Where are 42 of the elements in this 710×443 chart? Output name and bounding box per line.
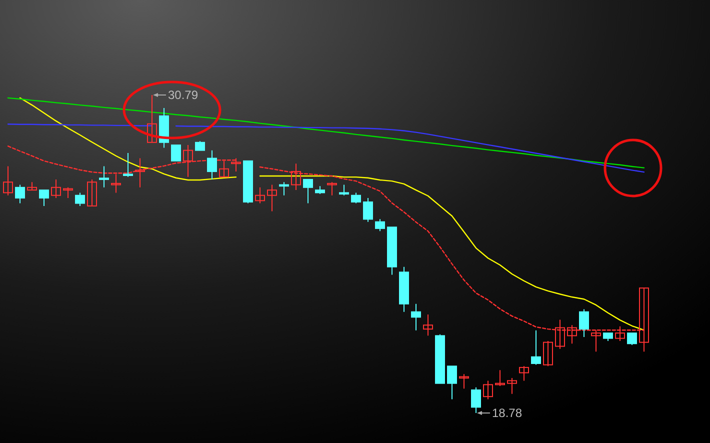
candlestick <box>423 314 433 336</box>
candlestick <box>195 140 205 151</box>
candlestick <box>99 166 109 188</box>
candlestick <box>327 182 337 196</box>
candlestick <box>3 166 13 196</box>
candlestick <box>363 198 373 222</box>
candlestick <box>267 184 277 212</box>
candlestick <box>507 378 517 394</box>
candlestick <box>87 178 97 206</box>
candlestick <box>147 94 157 143</box>
candlestick <box>303 178 313 204</box>
candlestick <box>51 178 61 198</box>
candlestick <box>63 186 73 198</box>
candlestick <box>339 184 349 196</box>
candlestick <box>627 332 637 346</box>
candlestick <box>543 340 553 367</box>
candlestick <box>15 184 25 204</box>
candlestick <box>375 218 385 232</box>
candlestick <box>291 163 301 191</box>
candlestick <box>279 182 289 196</box>
candlestick <box>207 150 217 180</box>
candlestick <box>495 370 505 386</box>
candlestick <box>579 308 589 338</box>
candlestick <box>519 366 529 382</box>
candlestick <box>231 158 241 172</box>
candlestick <box>483 380 493 400</box>
annotation: 18.78 <box>492 406 522 420</box>
candlestick <box>123 152 133 178</box>
candlestick <box>111 174 121 194</box>
candlestick <box>255 186 265 204</box>
candlestick <box>471 386 481 414</box>
candlestick <box>459 374 469 390</box>
annotation: 30.79 <box>168 88 198 102</box>
candlestick <box>531 330 541 366</box>
candlestick <box>447 366 457 400</box>
candlestick <box>39 190 49 206</box>
candlestick <box>171 144 181 162</box>
candlestick <box>351 192 361 204</box>
candlestick <box>135 158 145 188</box>
candlestick <box>75 192 85 206</box>
candlestick <box>219 160 229 178</box>
candlestick <box>411 303 421 331</box>
